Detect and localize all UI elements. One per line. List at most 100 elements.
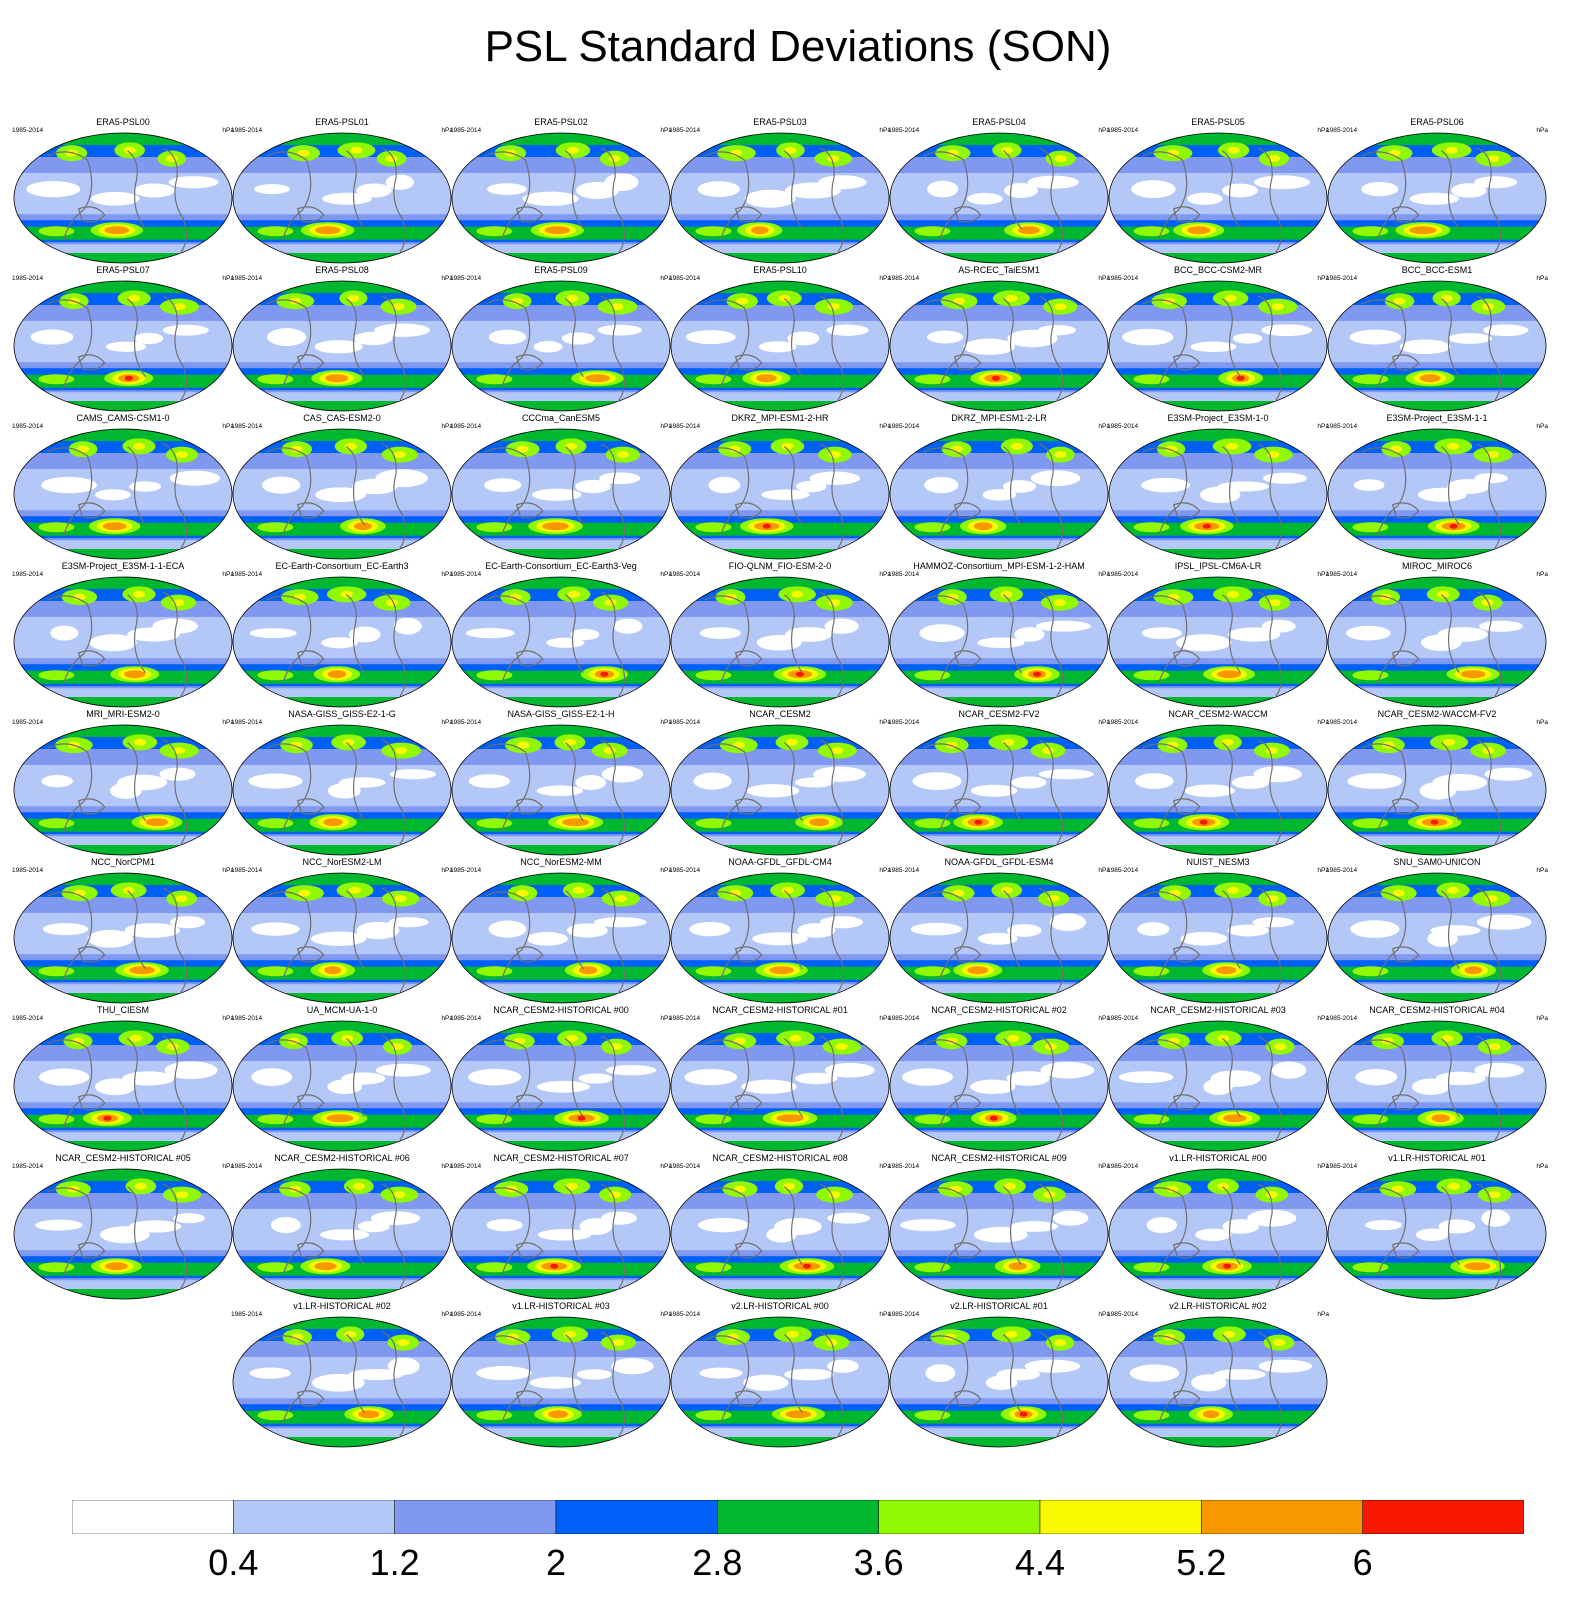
panel-period: 1985-2014 [669, 867, 701, 874]
map-svg [889, 724, 1109, 856]
map-boundary [670, 1168, 890, 1300]
tropical-low-variance [526, 931, 568, 946]
antarctic-rim [671, 549, 889, 559]
north-anomaly-core [946, 149, 959, 157]
tropical-low-variance [902, 1068, 953, 1086]
coastline [1142, 1331, 1283, 1437]
panel-period: 1985-2014 [888, 275, 920, 282]
panel-title: v2.LR-HISTORICAL #01 [950, 1301, 1048, 1311]
tropical-low-variance [1014, 627, 1045, 642]
panel-period: 1985-2014 [1107, 1163, 1139, 1170]
panel-period: 1985-2014 [669, 571, 701, 578]
south-anomaly-peak [802, 1263, 811, 1269]
north-anomaly-core [350, 146, 363, 154]
map-boundary [232, 280, 452, 412]
north-anomaly-core [1217, 1182, 1230, 1190]
panel-grid: ERA5-PSL00 1985-2014 hPa ERA5-PSL01 1985-201… [12, 117, 1548, 1448]
panel-period: 1985-2014 [231, 275, 263, 282]
map-svg [232, 576, 452, 708]
coastline [1142, 887, 1283, 993]
panel-title: MIROC_MIROC6 [1401, 561, 1472, 571]
tropical-low-variance [927, 330, 964, 344]
north-anomaly-core [1010, 442, 1023, 450]
panel-period: 1985-2014 [669, 423, 701, 430]
map-boundary [889, 872, 1109, 1004]
tropical-low-variance [50, 625, 79, 641]
panel-period: 1985-2014 [669, 127, 701, 134]
tropical-low-variance [599, 472, 641, 485]
tropical-low-variance [1474, 176, 1518, 189]
tropical-low-variance [570, 628, 600, 641]
coastline [266, 887, 407, 993]
map-panel: NCAR_CESM2-WACCM 1985-2014 hPa [1107, 709, 1329, 857]
map-boundary [13, 428, 233, 560]
north-anomaly-core [340, 590, 353, 598]
panel-title: NCC_NorCPM1 [90, 857, 155, 867]
colorbar-tick-label: 4.4 [1014, 1542, 1066, 1583]
map-svg [451, 1168, 671, 1300]
panel-title: ERA5-PSL00 [96, 117, 150, 127]
coastline [47, 147, 188, 253]
map-panel: E3SM-Project_E3SM-1-1-ECA 1985-2014 hPa [12, 561, 234, 709]
coastline [704, 147, 845, 253]
panel-units: hPa [441, 867, 453, 874]
tropical-low-variance [996, 1368, 1040, 1381]
antarctic-rim [1109, 1141, 1327, 1151]
coastline [47, 591, 188, 697]
north-anomaly-core [1391, 1185, 1404, 1193]
panel-units: hPa [1098, 867, 1110, 874]
map-panel: NCC_NorESM2-LM 1985-2014 hPa [231, 857, 453, 1005]
panel-period: 1985-2014 [1107, 423, 1139, 430]
north-anomaly-core [341, 1034, 354, 1042]
antarctic-rim [14, 1289, 232, 1299]
north-anomaly-core [1488, 1043, 1501, 1051]
panel-units: hPa [1536, 423, 1548, 430]
tropical-low-variance [579, 1218, 613, 1235]
tropical-low-variance [338, 777, 386, 788]
north-anomaly-core [513, 1037, 526, 1045]
map-svg [889, 132, 1109, 264]
map-svg [13, 576, 233, 708]
south-anomaly [145, 818, 169, 827]
tropical-low-variance [537, 1229, 592, 1241]
panel-units: hPa [660, 571, 672, 578]
map-svg [451, 576, 671, 708]
tropical-low-variance [536, 785, 584, 797]
tropical-low-variance [1253, 766, 1302, 783]
panel-period: 1985-2014 [231, 571, 263, 578]
map-panel: E3SM-Project_E3SM-1-0 1985-2014 hPa [1107, 413, 1329, 561]
antarctic-rim [233, 697, 451, 707]
antarctic-rim [671, 1141, 889, 1151]
tropical-low-variance [970, 1079, 1016, 1094]
map-boundary [451, 872, 671, 1004]
panel-units: hPa [1536, 1015, 1548, 1022]
map-panel: ERA5-PSL04 1985-2014 hPa [888, 117, 1110, 265]
panel-units: hPa [441, 1015, 453, 1022]
panel-title: ERA5-PSL05 [1191, 117, 1245, 127]
panel-title: E3SM-Project_E3SM-1-1-ECA [61, 561, 185, 571]
panel-units: hPa [879, 1163, 891, 1170]
tropical-low-variance [774, 1217, 822, 1236]
tropical-low-variance [963, 338, 1016, 355]
panel-period: 1985-2014 [231, 1163, 263, 1170]
panel-units: hPa [660, 1311, 672, 1318]
north-anomaly-core [298, 889, 311, 897]
south-anomaly-peak [1236, 375, 1245, 381]
north-anomaly-core [1487, 155, 1500, 163]
north-anomaly-core [1002, 738, 1015, 746]
panel-period: 1985-2014 [450, 275, 482, 282]
north-anomaly-core [1227, 146, 1240, 154]
north-anomaly-core [565, 442, 578, 450]
south-anomaly [809, 818, 830, 827]
colorbar-tick-label: 2.8 [692, 1542, 743, 1583]
tropical-low-variance [794, 1072, 838, 1085]
antarctic-rim [890, 993, 1108, 1003]
coastline [1361, 443, 1502, 549]
map-boundary [1108, 576, 1328, 708]
north-anomaly-core [563, 1330, 576, 1338]
panel-units: hPa [879, 423, 891, 430]
panel-title: NCC_NorESM2-LM [302, 857, 382, 867]
south-anomaly [769, 966, 794, 975]
south-anomaly [785, 1410, 812, 1419]
panel-units: hPa [1098, 1163, 1110, 1170]
